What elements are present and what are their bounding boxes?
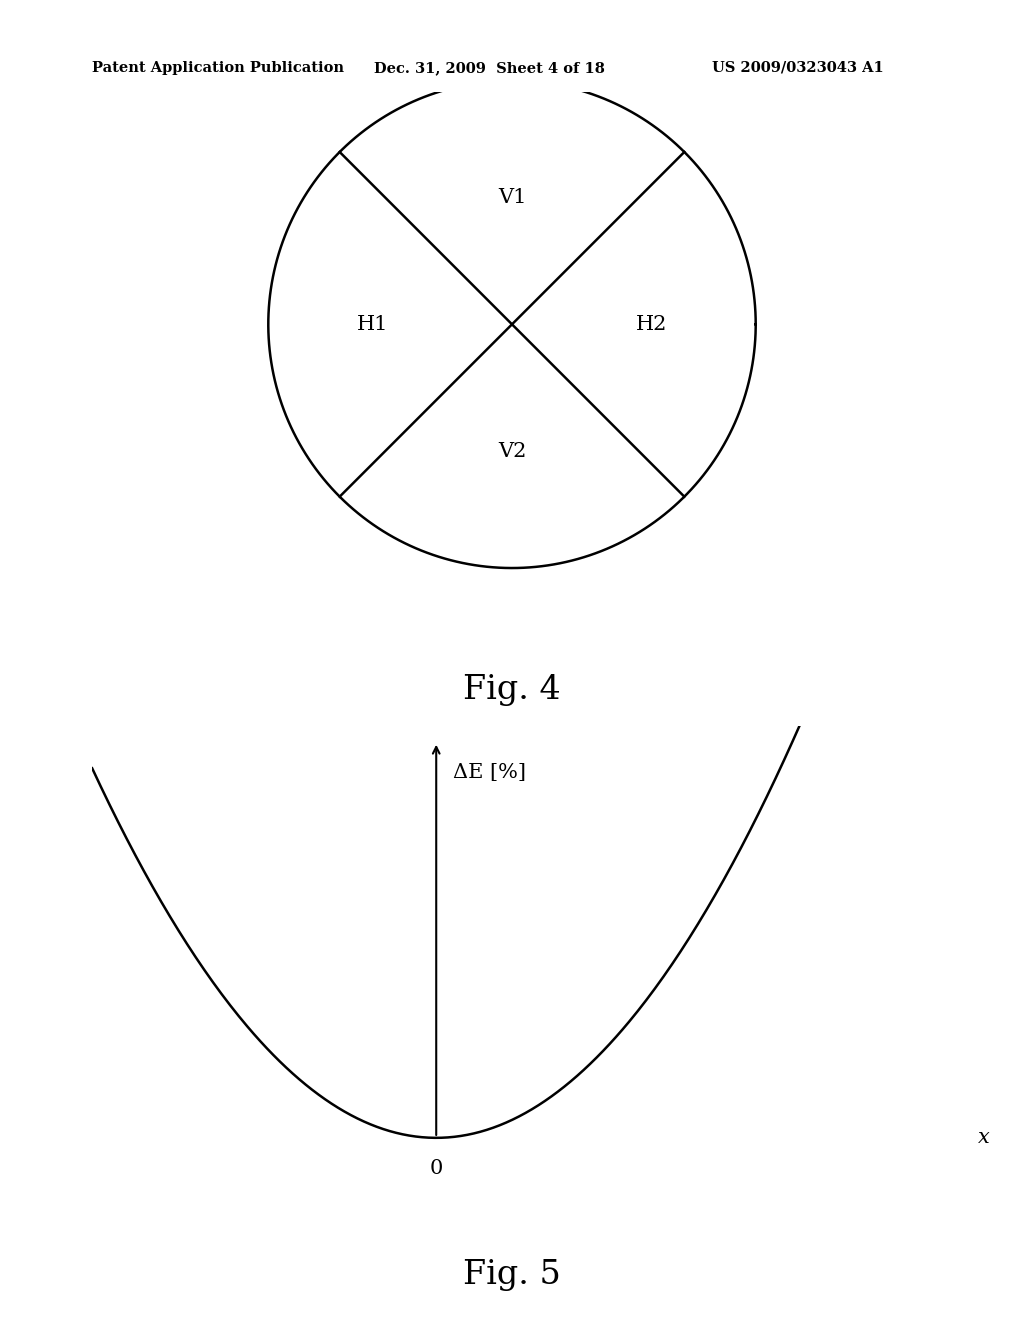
Text: x: x	[978, 1129, 990, 1147]
Text: Fig. 5: Fig. 5	[463, 1259, 561, 1291]
Text: Patent Application Publication: Patent Application Publication	[92, 61, 344, 75]
Text: V2: V2	[498, 442, 526, 461]
Text: 0: 0	[429, 1159, 443, 1177]
Text: V1: V1	[498, 187, 526, 207]
Text: ΔE [%]: ΔE [%]	[454, 763, 526, 781]
Text: H1: H1	[356, 315, 388, 334]
Text: Dec. 31, 2009  Sheet 4 of 18: Dec. 31, 2009 Sheet 4 of 18	[374, 61, 604, 75]
Text: Fig. 4: Fig. 4	[463, 675, 561, 706]
Text: US 2009/0323043 A1: US 2009/0323043 A1	[712, 61, 884, 75]
Text: H2: H2	[636, 315, 667, 334]
